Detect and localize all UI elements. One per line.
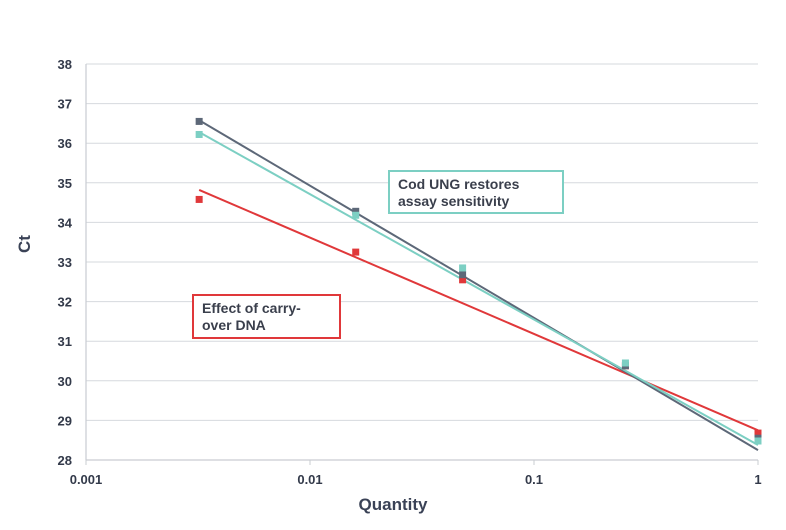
- data-point-teal: [459, 264, 467, 272]
- trend-line-dark: [198, 119, 759, 451]
- trend-line-red: [198, 189, 759, 432]
- data-point-red: [754, 429, 762, 437]
- axes: [85, 64, 759, 465]
- y-tick-label: 31: [58, 334, 72, 349]
- data-point-teal: [621, 359, 629, 367]
- y-tick-label: 32: [58, 295, 72, 310]
- data-point-red: [352, 248, 360, 256]
- data-points: [195, 117, 762, 445]
- y-tick-label: 38: [58, 57, 72, 72]
- y-tick-label: 37: [58, 97, 72, 112]
- trend-line-teal: [198, 131, 759, 446]
- y-tick-label: 34: [58, 215, 73, 230]
- gridlines: [86, 63, 758, 421]
- trend-lines: [198, 119, 759, 451]
- x-axis-title: Quantity: [359, 495, 428, 514]
- annotation-carryover-dna: Effect of carry- over DNA: [192, 294, 341, 339]
- annotation-line: Cod UNG restores: [398, 176, 520, 192]
- annotation-line: over DNA: [202, 317, 266, 333]
- annotation-ung-sensitivity: Cod UNG restores assay sensitivity: [388, 170, 564, 214]
- x-tick-label: 0.1: [525, 472, 543, 487]
- data-point-dark: [195, 117, 203, 125]
- data-point-teal: [352, 211, 360, 219]
- y-tick-labels: 28 29 30 31 32 33 34 35 36 37 38: [58, 57, 73, 468]
- data-point-teal: [754, 437, 762, 445]
- y-axis-title: Ct: [15, 235, 34, 253]
- y-tick-label: 35: [58, 176, 72, 191]
- y-tick-label: 29: [58, 413, 72, 428]
- annotation-line: Effect of carry-: [202, 300, 301, 316]
- data-point-dark: [459, 271, 467, 279]
- data-point-red: [195, 195, 203, 203]
- data-point-dark: [352, 207, 360, 215]
- x-tick-label: 1: [754, 472, 761, 487]
- data-point-red: [459, 276, 467, 284]
- y-tick-label: 30: [58, 374, 72, 389]
- x-tick-labels: 0.001 0.01 0.1 1: [70, 472, 762, 487]
- x-tick-label: 0.01: [297, 472, 322, 487]
- y-tick-label: 28: [58, 453, 72, 468]
- y-tick-label: 36: [58, 136, 72, 151]
- annotation-line: assay sensitivity: [398, 193, 510, 209]
- data-point-teal: [195, 130, 203, 138]
- x-tick-label: 0.001: [70, 472, 103, 487]
- y-tick-label: 33: [58, 255, 72, 270]
